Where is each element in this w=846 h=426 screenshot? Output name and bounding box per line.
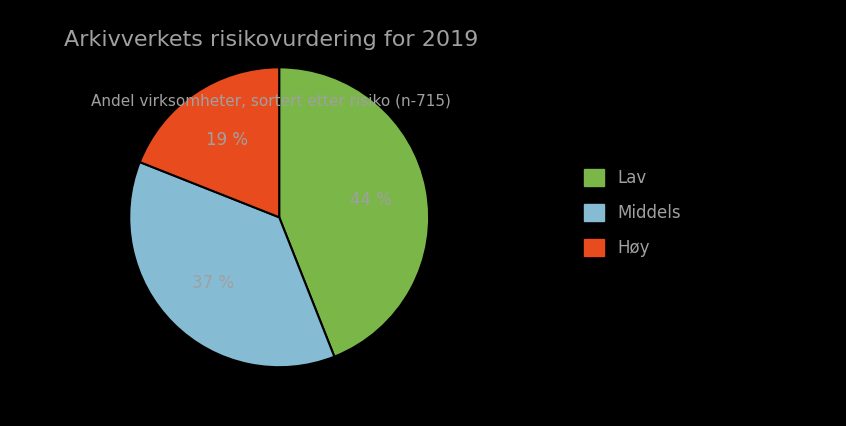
Legend: Lav, Middels, Høy: Lav, Middels, Høy [584,169,680,257]
Wedge shape [129,162,334,367]
Text: 37 %: 37 % [192,274,234,292]
Text: 44 %: 44 % [349,191,392,209]
Wedge shape [279,67,429,357]
Text: Arkivverkets risikovurdering for 2019: Arkivverkets risikovurdering for 2019 [63,30,478,50]
Text: Andel virksomheter, sortert etter risiko (n-715): Andel virksomheter, sortert etter risiko… [91,94,451,109]
Wedge shape [140,67,279,217]
Text: 19 %: 19 % [206,131,248,150]
